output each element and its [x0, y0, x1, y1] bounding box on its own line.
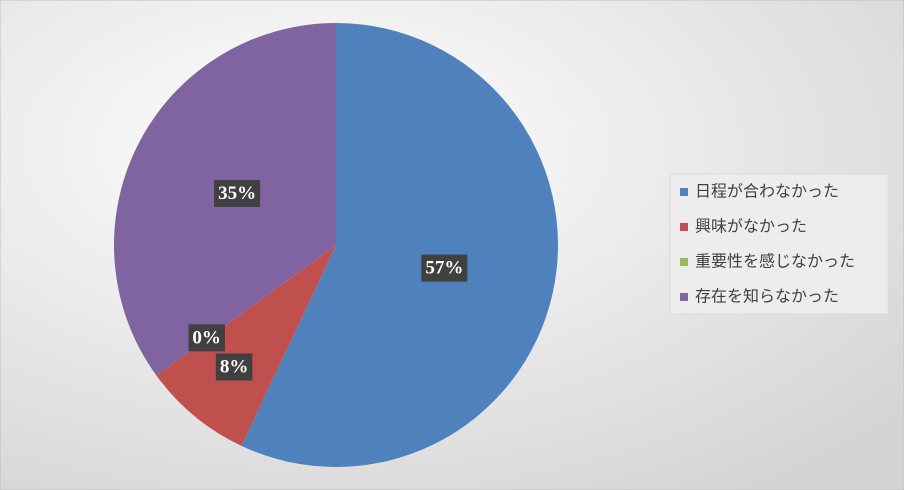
data-label: 35% [218, 183, 256, 204]
legend-swatch [680, 258, 688, 266]
legend-swatch [680, 188, 688, 196]
legend-box [669, 173, 889, 315]
data-label-box [215, 353, 253, 381]
pie-slice [241, 23, 559, 468]
legend-swatch [680, 293, 688, 301]
data-label: 8% [220, 357, 249, 378]
legend-label: 重要性を感じなかった [695, 252, 855, 271]
data-label: 0% [192, 327, 221, 348]
legend-label: 日程が合わなかった [695, 182, 839, 201]
legend-label: 存在を知らなかった [695, 287, 839, 306]
pie-slice [156, 245, 336, 446]
legend-label: 興味がなかった [695, 217, 807, 236]
data-label-box [421, 254, 468, 282]
data-label-box [214, 179, 261, 207]
data-label-box [188, 324, 225, 352]
legend-swatch [680, 223, 688, 231]
data-label: 57% [425, 258, 463, 279]
